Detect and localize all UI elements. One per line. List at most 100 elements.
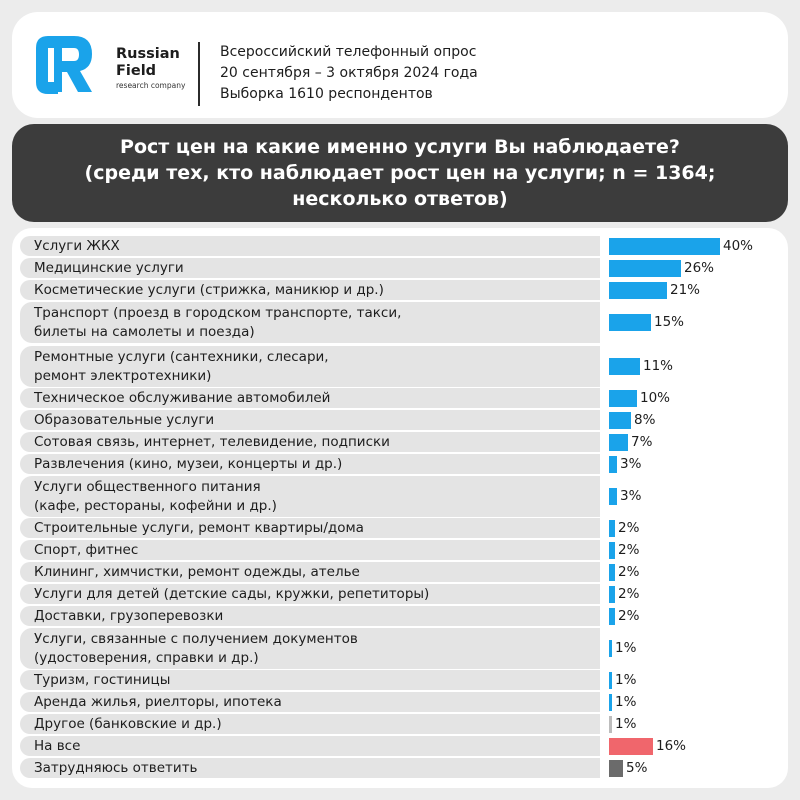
bar <box>609 456 617 473</box>
category-label-line: Другое (банковские и др.) <box>34 715 222 732</box>
bar <box>609 738 653 755</box>
survey-line-2: 20 сентября – 3 октября 2024 года <box>220 65 478 81</box>
brand-tagline: research company <box>116 81 186 90</box>
value-label: 26% <box>684 260 715 276</box>
row-background <box>20 388 782 408</box>
category-label-line: Аренда жилья, риелторы, ипотека <box>34 693 282 710</box>
value-label: 1% <box>615 694 637 710</box>
header-divider <box>198 42 200 106</box>
category-label: Косметические услуги (стрижка, маникюр и… <box>34 280 594 300</box>
category-label-line: Услуги для детей (детские сады, кружки, … <box>34 585 430 602</box>
category-label-line: (кафе, рестораны, кофейни и др.) <box>34 497 277 514</box>
value-label: 1% <box>615 716 637 732</box>
bar <box>609 760 623 777</box>
category-label: Затрудняюсь ответить <box>34 758 594 778</box>
row-background <box>20 258 782 278</box>
category-label-line: Транспорт (проезд в городском транспорте… <box>34 304 402 321</box>
value-label: 2% <box>618 520 640 536</box>
row-background <box>20 584 782 604</box>
bar-track <box>600 432 782 452</box>
brand: Russian Field research company <box>116 46 185 91</box>
bar-track <box>600 410 782 430</box>
category-label: Другое (банковские и др.) <box>34 714 594 734</box>
category-label: Сотовая связь, интернет, телевидение, по… <box>34 432 594 452</box>
row-background <box>20 670 782 690</box>
bar <box>609 282 667 299</box>
value-label: 16% <box>656 738 687 754</box>
category-label: Услуги, связанные с получением документо… <box>34 628 594 669</box>
value-label: 1% <box>615 672 637 688</box>
chart-title-line-2: (среди тех, кто наблюдает рост цен на ус… <box>84 162 716 184</box>
survey-line-3: Выборка 1610 респондентов <box>220 86 433 102</box>
bar <box>609 488 617 505</box>
category-label-line: Услуги, связанные с получением документо… <box>34 630 358 647</box>
bar <box>609 640 612 657</box>
bar <box>609 564 615 581</box>
category-label-line: Медицинские услуги <box>34 259 184 276</box>
category-label: Ремонтные услуги (сантехники, слесари, ре… <box>34 346 594 387</box>
value-label: 21% <box>670 282 701 298</box>
category-label: Клининг, химчистки, ремонт одежды, атель… <box>34 562 594 582</box>
value-label: 2% <box>618 608 640 624</box>
bar <box>609 412 631 429</box>
row-background <box>20 236 782 256</box>
bar <box>609 358 640 375</box>
russian-field-logo-icon <box>36 36 92 94</box>
bar-track <box>600 628 782 669</box>
value-label: 1% <box>615 640 637 656</box>
row-background <box>20 692 782 712</box>
category-label: На все <box>34 736 594 756</box>
category-label-line: Туризм, гостиницы <box>34 671 171 688</box>
survey-info: Всероссийский телефонный опрос 20 сентяб… <box>220 42 478 105</box>
brand-name-line1: Russian <box>116 46 180 62</box>
category-label: Услуги общественного питания (кафе, ресто… <box>34 476 594 517</box>
category-label: Услуги для детей (детские сады, кружки, … <box>34 584 594 604</box>
value-label: 3% <box>620 488 642 504</box>
category-label-line: ремонт электротехники) <box>34 367 212 384</box>
value-label: 2% <box>618 542 640 558</box>
bar <box>609 608 615 625</box>
row-background <box>20 410 782 430</box>
category-label-line: Услуги общественного питания <box>34 478 261 495</box>
category-label-line: Спорт, фитнес <box>34 541 139 558</box>
bar-track <box>600 584 782 604</box>
value-label: 2% <box>618 564 640 580</box>
category-label: Аренда жилья, риелторы, ипотека <box>34 692 594 712</box>
category-label: Спорт, фитнес <box>34 540 594 560</box>
bar <box>609 672 612 689</box>
chart-title: Рост цен на какие именно услуги Вы наблю… <box>12 124 788 222</box>
bar-track <box>600 714 782 734</box>
row-background <box>20 518 782 538</box>
bar-track <box>600 518 782 538</box>
bar-track <box>600 758 782 778</box>
bar-track <box>600 388 782 408</box>
category-label-line: Строительные услуги, ремонт квартиры/дом… <box>34 519 364 536</box>
value-label: 10% <box>640 390 671 406</box>
category-label: Медицинские услуги <box>34 258 594 278</box>
bar-track <box>600 540 782 560</box>
category-label-line: (удостоверения, справки и др.) <box>34 649 259 666</box>
bar <box>609 694 612 711</box>
row-background <box>20 454 782 474</box>
category-label-line: Образовательные услуги <box>34 411 215 428</box>
category-label: Транспорт (проезд в городском транспорте… <box>34 302 594 343</box>
category-label-line: Развлечения (кино, музеи, концерты и др.… <box>34 455 343 472</box>
value-label: 3% <box>620 456 642 472</box>
category-label: Техническое обслуживание автомобилей <box>34 388 594 408</box>
bar-track <box>600 670 782 690</box>
row-background <box>20 606 782 626</box>
category-label-line: На все <box>34 737 81 754</box>
row-background <box>20 562 782 582</box>
survey-line-1: Всероссийский телефонный опрос <box>220 44 477 60</box>
category-label: Доставки, грузоперевозки <box>34 606 594 626</box>
category-label-line: Косметические услуги (стрижка, маникюр и… <box>34 281 384 298</box>
row-background <box>20 540 782 560</box>
category-label-line: Затрудняюсь ответить <box>34 759 198 776</box>
chart-title-line-3: несколько ответов) <box>292 188 508 210</box>
category-label-line: Клининг, химчистки, ремонт одежды, атель… <box>34 563 360 580</box>
value-label: 2% <box>618 586 640 602</box>
chart-title-line-1: Рост цен на какие именно услуги Вы наблю… <box>120 136 680 158</box>
bar-track <box>600 476 782 517</box>
category-label: Строительные услуги, ремонт квартиры/дом… <box>34 518 594 538</box>
